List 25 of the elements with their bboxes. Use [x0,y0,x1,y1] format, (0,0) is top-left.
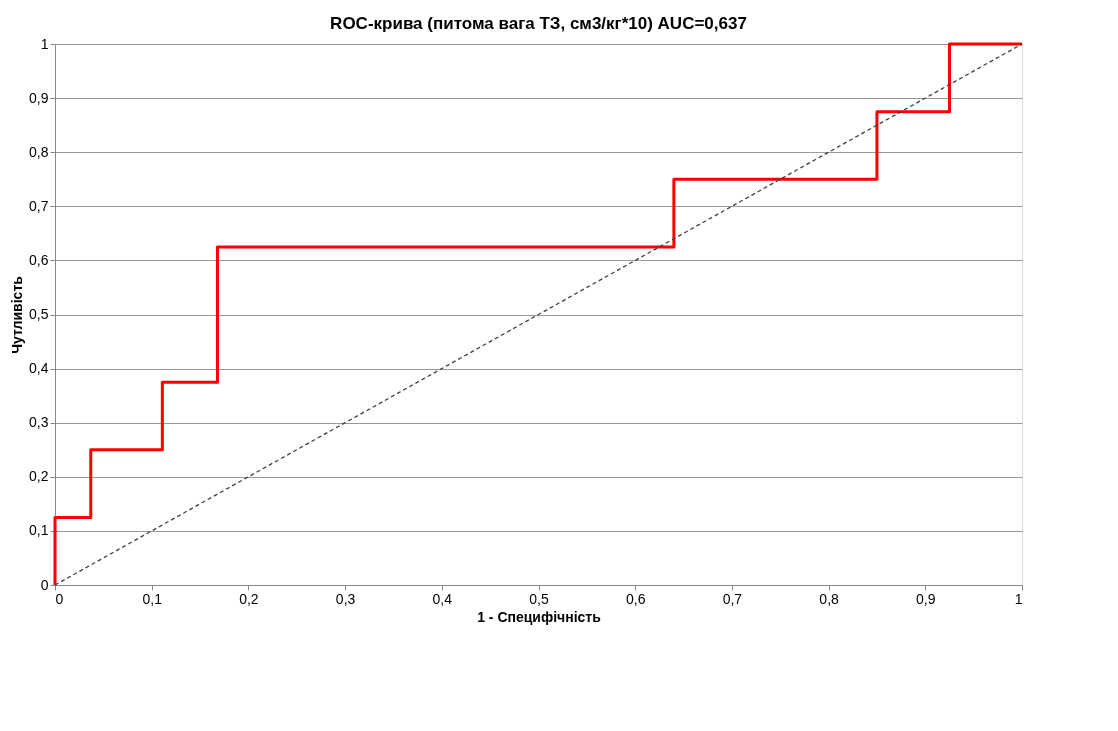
x-tick-label: 0,7 [722,590,743,607]
y-tick-label: 0,5 [29,306,49,322]
x-tick-label: 0,1 [142,590,163,607]
x-axis-title: 1 - Специфічність [477,608,602,625]
y-axis-title: Чутливість [9,275,26,354]
y-tick-label: 0,7 [29,197,49,214]
y-tick-label: 0,9 [29,89,49,106]
y-tick-label: 0,2 [29,468,49,485]
y-tick-label: 0,4 [29,360,49,377]
y-tick-label: 0 [40,576,49,593]
y-tick-label: 0,1 [29,522,49,539]
x-tick-label: 0,4 [432,590,453,607]
x-tick-label: 0,6 [625,590,646,607]
x-tick-label: 0,9 [916,590,936,607]
y-tick-label: 0,6 [29,251,49,268]
chart-title: ROC-крива (питома вага ТЗ, см3/кг*10) AUC=0,637 [330,14,747,33]
x-tick-label: 0,3 [335,590,356,607]
y-tick-label: 1 [40,35,49,52]
x-tick-label: 0 [55,590,64,607]
x-tick-label: 0,5 [529,590,549,607]
y-tick-label: 0,8 [29,143,49,160]
x-tick-label: 0,8 [819,590,840,607]
x-tick-label: 1 [1014,590,1023,607]
y-tick-label: 0,3 [29,414,49,431]
x-tick-label: 0,2 [239,590,259,607]
